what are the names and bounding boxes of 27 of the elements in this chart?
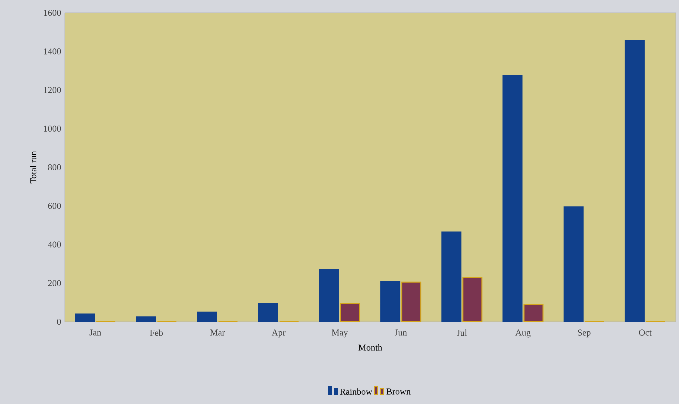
y-tick-label: 0 bbox=[57, 318, 62, 326]
y-tick-label: 400 bbox=[48, 242, 62, 248]
y-tick-label: 200 bbox=[48, 280, 62, 286]
y-tick-label: 1000 bbox=[44, 126, 62, 132]
y-axis-title: Total run bbox=[30, 151, 37, 184]
bar bbox=[524, 304, 544, 322]
y-tick-label: 1600 bbox=[44, 10, 62, 16]
bar bbox=[462, 277, 483, 322]
y-tick-label: 800 bbox=[48, 164, 62, 171]
x-tick-label: Jun bbox=[394, 330, 408, 336]
x-tick-label: Apr bbox=[272, 330, 286, 338]
x-tick-label: Mar bbox=[210, 330, 226, 336]
x-tick-label: Jul bbox=[457, 330, 468, 336]
x-tick-label: Feb bbox=[150, 330, 164, 336]
x-tick-label: Oct bbox=[639, 330, 652, 336]
legend-label: Rainbow bbox=[340, 388, 372, 395]
y-tick-label: 1200 bbox=[44, 87, 62, 94]
bar bbox=[402, 282, 422, 322]
x-tick-label: May bbox=[332, 330, 348, 338]
x-tick-label: Jan bbox=[90, 330, 102, 336]
x-tick-label: Sep bbox=[578, 330, 591, 338]
x-axis-title: Month bbox=[358, 344, 382, 351]
y-tick-label: 1400 bbox=[44, 48, 62, 55]
y-tick-label: 600 bbox=[48, 203, 62, 210]
bar bbox=[340, 303, 360, 322]
x-tick-label: Aug bbox=[516, 330, 531, 338]
legend-label: Brown bbox=[386, 388, 411, 395]
